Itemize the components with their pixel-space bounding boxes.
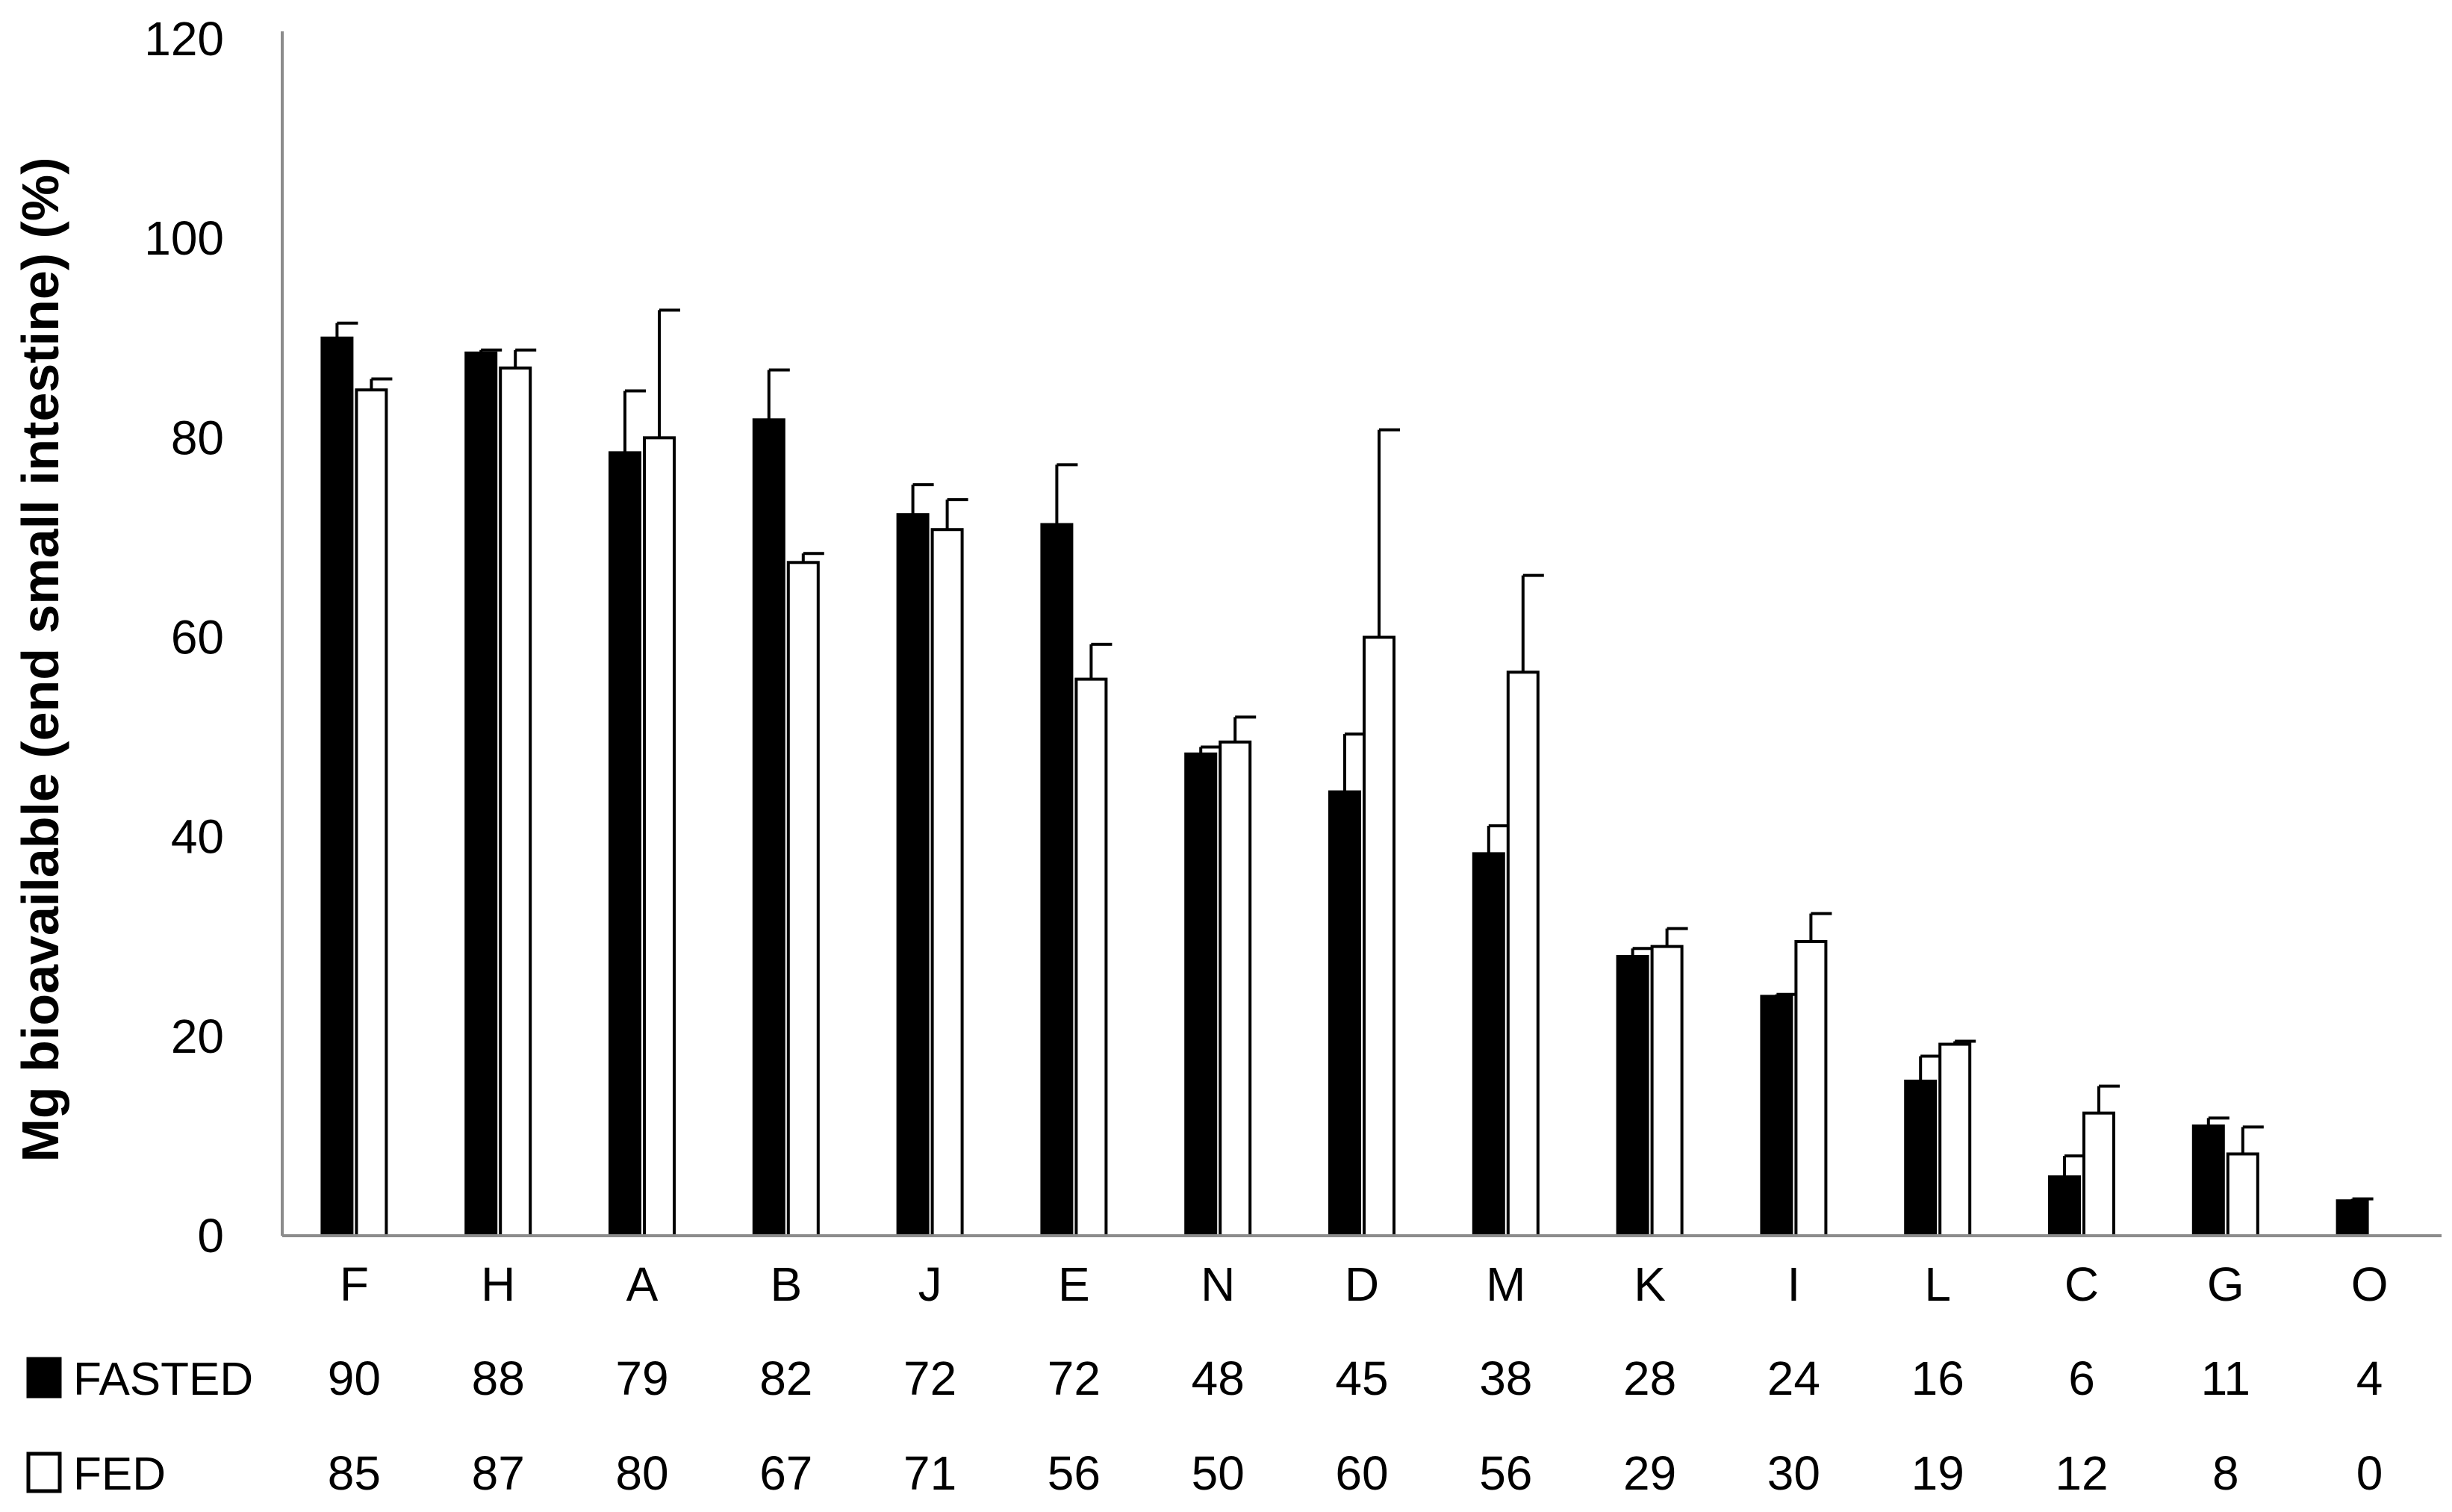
x-tick-label: D bbox=[1345, 1257, 1379, 1311]
y-axis: 0 20 40 60 80 100 120 bbox=[144, 12, 284, 1263]
y-tick-label: 40 bbox=[171, 810, 224, 864]
x-tick-label: C bbox=[2064, 1257, 2099, 1311]
table-value-fasted: 45 bbox=[1335, 1351, 1388, 1405]
table-value-fed: 85 bbox=[328, 1446, 381, 1500]
table-value-fasted: 16 bbox=[1911, 1351, 1964, 1405]
table-value-fed: 8 bbox=[2212, 1446, 2239, 1500]
bar-fasted-D bbox=[1328, 790, 1361, 1238]
bar-fasted-F bbox=[320, 336, 354, 1237]
x-tick-label: L bbox=[1924, 1257, 1951, 1311]
bar-fasted-E bbox=[1040, 523, 1074, 1237]
y-tick-label: 20 bbox=[171, 1009, 224, 1063]
bar-fed-M bbox=[1506, 671, 1540, 1237]
bar-fasted-H bbox=[464, 351, 498, 1238]
legend-swatch-fasted bbox=[26, 1357, 62, 1399]
bar-fed-L bbox=[1938, 1042, 1972, 1238]
x-tick-label: K bbox=[1634, 1257, 1666, 1311]
table-value-fasted: 11 bbox=[2201, 1351, 2250, 1405]
x-tick-label: J bbox=[918, 1257, 942, 1311]
table-value-fasted: 72 bbox=[903, 1351, 956, 1405]
y-tick-label: 0 bbox=[197, 1209, 224, 1263]
table-value-fed: 87 bbox=[472, 1446, 525, 1500]
bar-fed-N bbox=[1219, 740, 1252, 1237]
bar-fasted-K bbox=[1616, 954, 1649, 1237]
bar-fasted-G bbox=[2191, 1124, 2225, 1238]
bars bbox=[320, 308, 2374, 1238]
x-tick-label: G bbox=[2207, 1257, 2244, 1311]
x-tick-label: E bbox=[1058, 1257, 1090, 1311]
y-tick-label: 100 bbox=[144, 211, 224, 265]
table-value-fasted: 88 bbox=[472, 1351, 525, 1405]
bar-fasted-L bbox=[1904, 1079, 1938, 1237]
bar-fasted-M bbox=[1472, 852, 1505, 1238]
table-value-fasted: 6 bbox=[2068, 1351, 2095, 1405]
legend-label-fasted: FASTED bbox=[73, 1354, 253, 1405]
table-value-fed: 30 bbox=[1767, 1446, 1820, 1500]
bar-fed-H bbox=[499, 366, 532, 1238]
table-value-fasted: 4 bbox=[2356, 1351, 2383, 1405]
x-tick-label: F bbox=[340, 1257, 369, 1311]
table-value-fed: 56 bbox=[1048, 1446, 1101, 1500]
bar-fed-J bbox=[930, 528, 964, 1237]
y-tick-label: 80 bbox=[171, 411, 224, 464]
bar-fasted-A bbox=[609, 451, 641, 1237]
bar-fed-D bbox=[1363, 635, 1395, 1237]
table-value-fasted: 48 bbox=[1192, 1351, 1245, 1405]
table-value-fasted: 38 bbox=[1479, 1351, 1532, 1405]
table-value-fed: 60 bbox=[1335, 1446, 1388, 1500]
table-value-fed: 19 bbox=[1911, 1446, 1964, 1500]
table-value-fasted: 72 bbox=[1048, 1351, 1101, 1405]
table-value-fed: 29 bbox=[1623, 1446, 1676, 1500]
table-value-fed: 56 bbox=[1479, 1446, 1532, 1500]
legend-swatch-fed bbox=[26, 1452, 62, 1493]
table-value-fasted: 82 bbox=[759, 1351, 812, 1405]
table-value-fasted: 90 bbox=[328, 1351, 381, 1405]
x-tick-label: O bbox=[2351, 1257, 2389, 1311]
table-value-fasted: 24 bbox=[1767, 1351, 1820, 1405]
bar-fed-K bbox=[1650, 945, 1684, 1237]
legend-label-fed: FED bbox=[73, 1449, 166, 1500]
table-value-fed: 80 bbox=[615, 1446, 668, 1500]
bar-fasted-C bbox=[2048, 1175, 2081, 1237]
bar-fasted-N bbox=[1184, 752, 1218, 1237]
table-value-fed: 71 bbox=[903, 1446, 956, 1500]
bar-fed-F bbox=[355, 388, 388, 1237]
bar-fed-E bbox=[1074, 677, 1108, 1237]
y-axis-label: Mg bioavailable (end small intestine) (%… bbox=[11, 158, 69, 1163]
bar-fed-C bbox=[2082, 1111, 2115, 1237]
x-tick-label: A bbox=[626, 1257, 659, 1311]
table-value-fed: 67 bbox=[759, 1446, 812, 1500]
table-value-fasted: 28 bbox=[1623, 1351, 1676, 1405]
x-tick-label: I bbox=[1787, 1257, 1801, 1311]
table-value-fasted: 79 bbox=[615, 1351, 668, 1405]
bar-fasted-I bbox=[1760, 995, 1793, 1238]
y-tick-label: 60 bbox=[171, 611, 224, 665]
x-tick-label: H bbox=[481, 1257, 515, 1311]
y-tick-label: 120 bbox=[144, 12, 224, 66]
bar-fed-A bbox=[643, 436, 676, 1237]
bar-fed-I bbox=[1794, 939, 1828, 1238]
bar-fed-B bbox=[786, 561, 820, 1237]
bar-fasted-O bbox=[2336, 1199, 2369, 1238]
data-table: FASTED 90 88 79 82 72 72 48 45 38 28 24 16 6 11 4 FED 85 8… bbox=[26, 1351, 2383, 1500]
table-value-fed: 0 bbox=[2356, 1446, 2383, 1500]
table-value-fed: 50 bbox=[1192, 1446, 1245, 1500]
bar-fasted-J bbox=[896, 513, 930, 1237]
bar-fasted-B bbox=[752, 418, 785, 1237]
x-tick-label: M bbox=[1486, 1257, 1525, 1311]
x-tick-label: B bbox=[770, 1257, 802, 1311]
bar-fed-G bbox=[2226, 1152, 2259, 1237]
x-tick-label: N bbox=[1201, 1257, 1235, 1311]
table-value-fed: 12 bbox=[2055, 1446, 2108, 1500]
